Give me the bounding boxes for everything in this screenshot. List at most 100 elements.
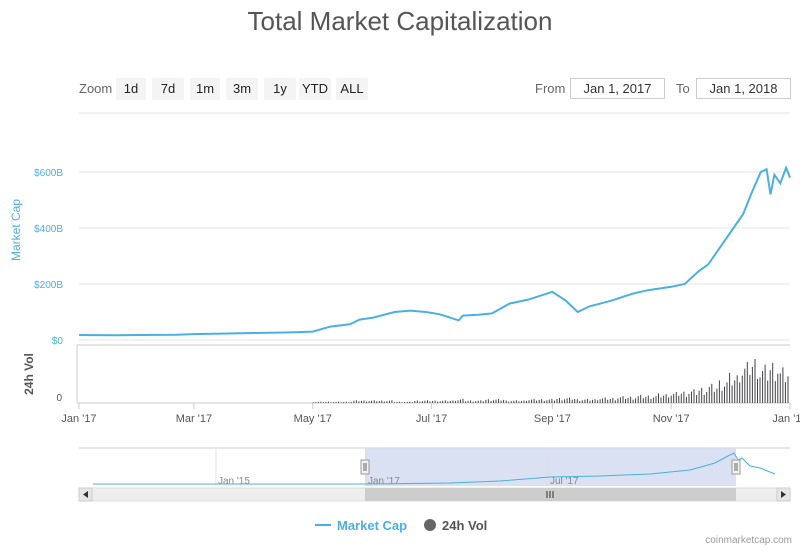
volume-bar — [366, 401, 368, 403]
volume-bar — [421, 401, 423, 403]
zoom-1y-button[interactable]: 1y — [264, 78, 296, 100]
y-tick-label: $400B — [34, 224, 63, 235]
credit-link[interactable]: coinmarketcap.com — [705, 535, 792, 546]
volume-bar — [373, 400, 375, 403]
volume-bar — [333, 402, 335, 403]
zoom-all-button[interactable]: ALL — [336, 78, 368, 100]
volume-bar — [343, 402, 345, 403]
zoom-3m-button[interactable]: 3m — [226, 78, 258, 100]
volume-bar — [594, 399, 596, 403]
volume-bar — [718, 380, 720, 403]
volume-bar — [487, 399, 489, 403]
volume-bar — [315, 402, 317, 403]
volume-bar — [361, 400, 362, 403]
volume-bar — [602, 398, 604, 403]
y-tick-label: $0 — [52, 336, 64, 347]
x-tick-label: Jan '17 — [61, 413, 96, 425]
volume-bar — [604, 397, 606, 403]
volume-bar — [467, 400, 469, 403]
market-cap-series-line[interactable] — [78, 165, 791, 337]
volume-bar — [503, 399, 505, 403]
scroll-right-button[interactable] — [776, 487, 791, 502]
volume-bar — [673, 393, 675, 403]
volume-bar — [599, 399, 601, 403]
navigator-left-handle[interactable] — [360, 459, 370, 475]
volume-bar — [543, 400, 545, 403]
volume-bar — [460, 399, 461, 403]
volume-bar — [764, 364, 766, 403]
volume-bar — [394, 402, 395, 403]
volume-bar — [437, 401, 439, 403]
volume-bar — [564, 399, 566, 403]
zoom-label: Zoom — [79, 81, 113, 96]
volume-bar — [470, 400, 472, 403]
volume-bar — [660, 397, 662, 403]
zoom-1m-button[interactable]: 1m — [190, 78, 220, 100]
navigator-selection[interactable] — [365, 448, 736, 486]
volume-bar — [363, 400, 365, 403]
legend-volume-label: 24h Vol — [442, 518, 487, 533]
scroll-left-button[interactable] — [78, 487, 93, 502]
zoom-1d-button[interactable]: 1d — [116, 78, 146, 100]
volume-bar — [533, 398, 535, 403]
zoom-7d-button[interactable]: 7d — [152, 78, 184, 100]
volume-bar — [663, 395, 665, 403]
volume-bar — [619, 397, 621, 403]
volume-bar — [767, 380, 769, 403]
volume-bar — [439, 401, 441, 403]
volume-bar — [774, 381, 776, 403]
volume-bar — [510, 401, 512, 403]
volume-bar — [350, 402, 352, 403]
volume-bar — [589, 400, 591, 403]
volume-bar — [383, 401, 385, 403]
volume-zero-tick: 0 — [56, 393, 62, 404]
volume-bar — [612, 398, 614, 403]
volume-bar — [609, 398, 611, 403]
y-tick-label: $600B — [34, 168, 63, 179]
volume-bar — [401, 402, 403, 403]
volume-bar — [368, 401, 370, 403]
volume-bar — [447, 401, 449, 403]
volume-bar — [480, 400, 482, 403]
volume-bar — [396, 402, 398, 403]
volume-bar — [358, 401, 360, 403]
legend: Market Cap 24h Vol — [315, 518, 487, 533]
to-date-input[interactable] — [696, 78, 791, 99]
volume-bar — [556, 398, 558, 403]
volume-bar — [312, 402, 314, 403]
y-axis-ticks: $0 $200B $400B $600B — [34, 168, 63, 347]
legend-item-volume[interactable]: 24h Vol — [424, 518, 487, 533]
legend-item-market-cap[interactable]: Market Cap — [315, 518, 407, 533]
arrow-left-icon — [83, 491, 88, 498]
volume-bar — [630, 396, 632, 403]
navigator-series-line — [93, 452, 776, 485]
volume-bar — [546, 400, 548, 403]
volume-bar — [614, 400, 616, 403]
volume-bar — [741, 375, 743, 403]
volume-bar — [784, 382, 786, 403]
volume-bar — [739, 382, 741, 403]
volume-bar — [703, 394, 705, 403]
volume-bar — [640, 394, 642, 403]
volume-bar — [706, 392, 708, 403]
volume-bar — [330, 402, 332, 403]
volume-bar — [779, 373, 781, 403]
volume-bar — [584, 399, 586, 403]
volume-bar — [650, 398, 652, 403]
volume-bar — [617, 398, 619, 403]
volume-bar — [688, 393, 690, 403]
volume-bar — [482, 401, 484, 403]
volume-bar — [772, 362, 774, 403]
volume-bar — [325, 402, 327, 403]
navigator-tick-label: Jan '15 — [218, 476, 250, 487]
volume-bar — [493, 400, 494, 403]
volume-bar — [462, 398, 464, 403]
zoom-ytd-button[interactable]: YTD — [299, 78, 331, 100]
volume-bar — [571, 399, 573, 403]
volume-bar — [553, 400, 555, 403]
volume-bar — [386, 401, 388, 403]
navigator-right-handle[interactable] — [731, 459, 741, 475]
x-tick-label: May '17 — [294, 413, 332, 425]
from-date-input[interactable] — [570, 78, 665, 99]
volume-bar — [716, 388, 718, 403]
